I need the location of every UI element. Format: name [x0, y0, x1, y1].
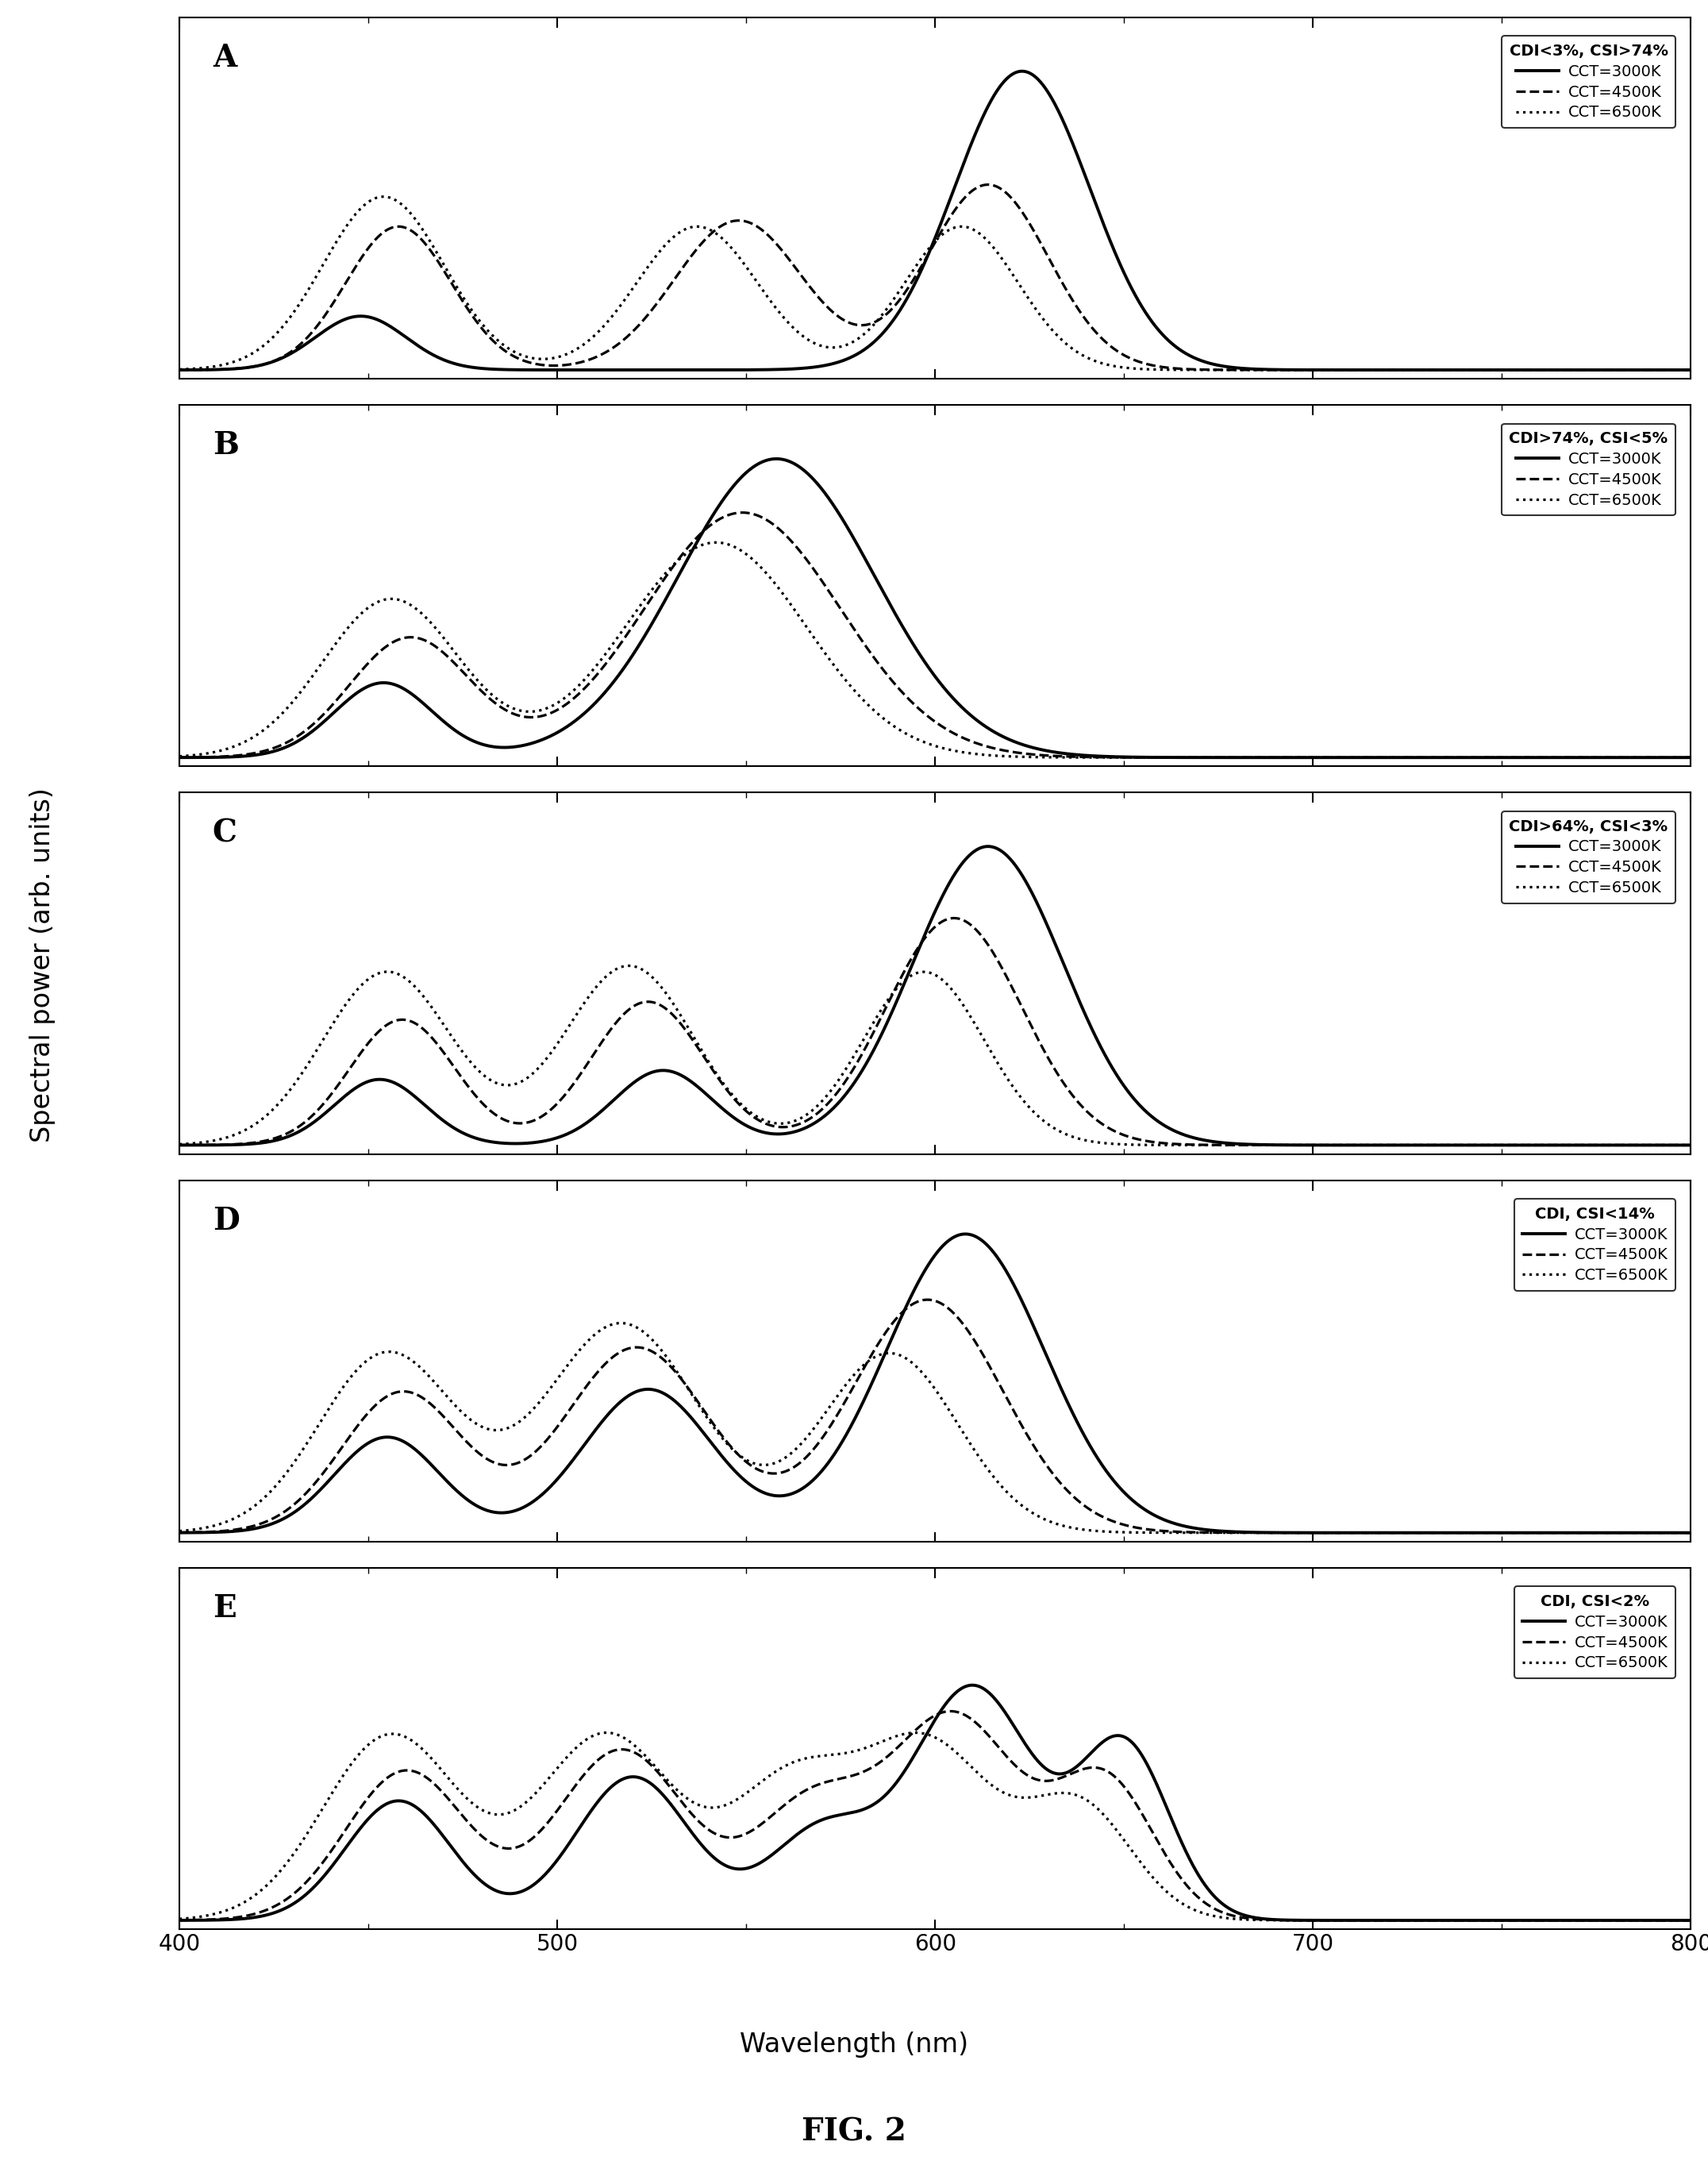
Text: A: A — [212, 44, 237, 72]
Legend: CCT=3000K, CCT=4500K, CCT=6500K: CCT=3000K, CCT=4500K, CCT=6500K — [1515, 1587, 1676, 1679]
Legend: CCT=3000K, CCT=4500K, CCT=6500K: CCT=3000K, CCT=4500K, CCT=6500K — [1501, 811, 1676, 903]
Text: Spectral power (arb. units): Spectral power (arb. units) — [29, 787, 56, 1142]
Text: E: E — [212, 1594, 236, 1624]
Text: FIG. 2: FIG. 2 — [801, 2117, 907, 2147]
Text: Wavelength (nm): Wavelength (nm) — [740, 2032, 968, 2058]
Legend: CCT=3000K, CCT=4500K, CCT=6500K: CCT=3000K, CCT=4500K, CCT=6500K — [1501, 423, 1676, 517]
Text: B: B — [212, 429, 239, 460]
Legend: CCT=3000K, CCT=4500K, CCT=6500K: CCT=3000K, CCT=4500K, CCT=6500K — [1515, 1199, 1676, 1291]
Legend: CCT=3000K, CCT=4500K, CCT=6500K: CCT=3000K, CCT=4500K, CCT=6500K — [1501, 37, 1676, 129]
Text: D: D — [212, 1206, 239, 1236]
Text: C: C — [212, 818, 237, 848]
